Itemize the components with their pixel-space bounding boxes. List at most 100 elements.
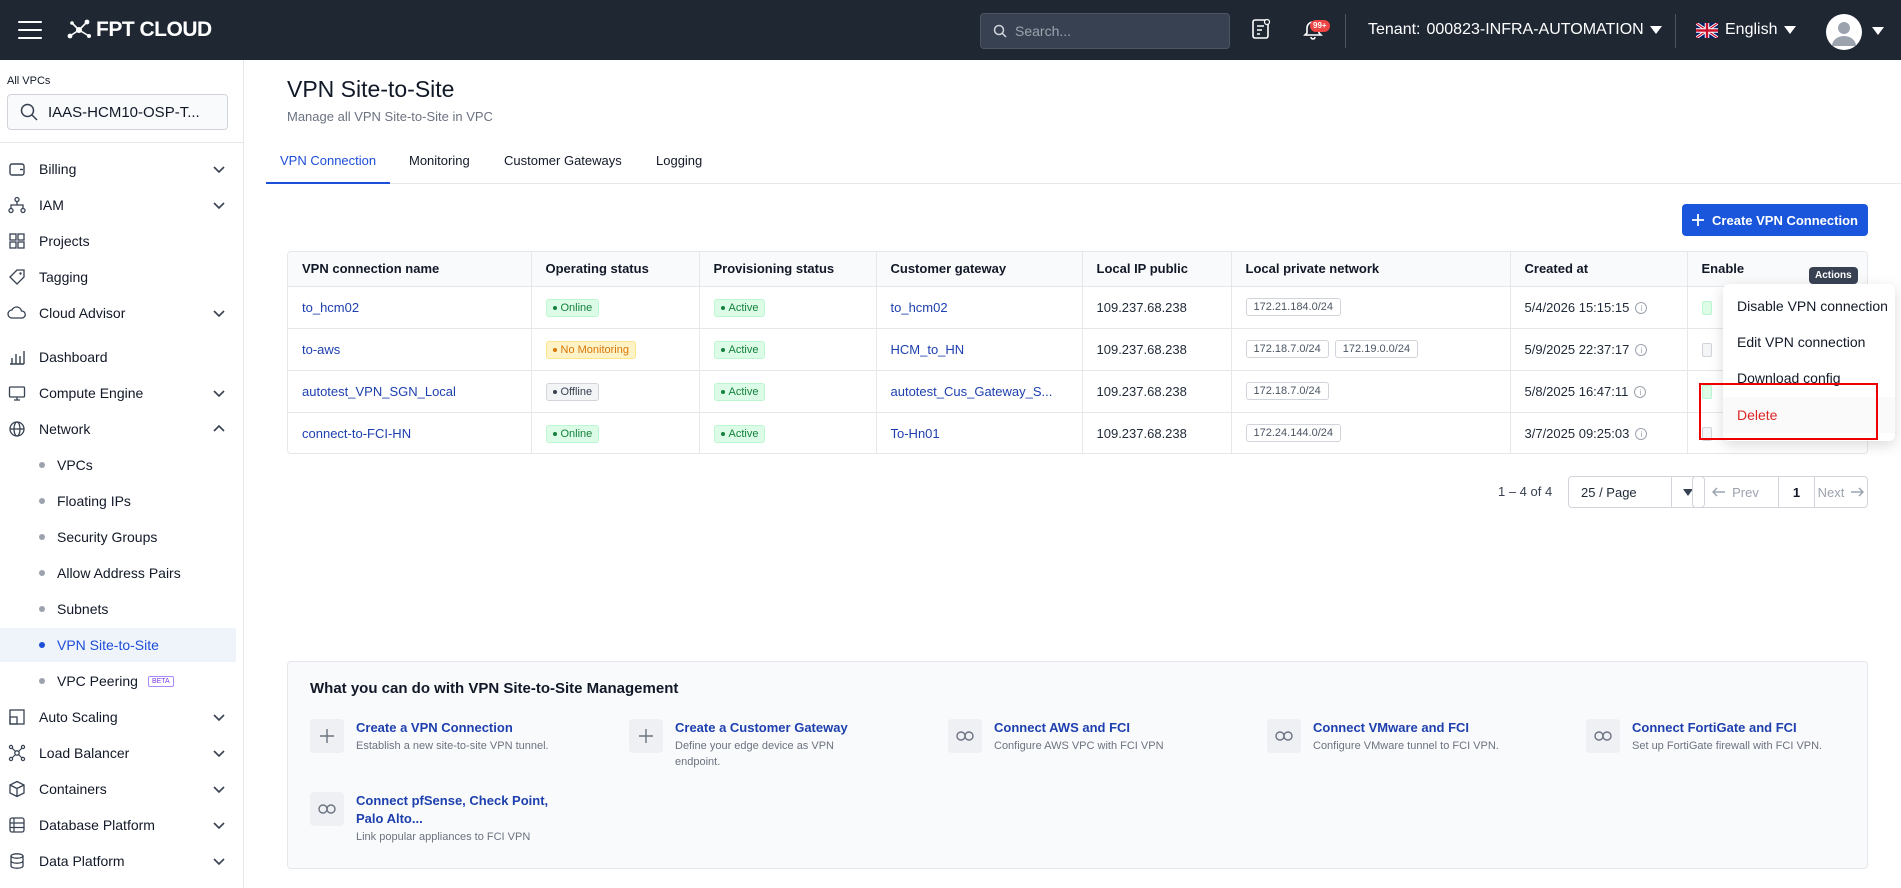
avatar[interactable] xyxy=(1826,14,1862,50)
tab-monitoring[interactable]: Monitoring xyxy=(409,153,470,168)
page-size-select[interactable]: 25 / Page xyxy=(1568,476,1705,508)
help-item-connect-aws[interactable]: Connect AWS and FCI Configure AWS VPC wit… xyxy=(948,719,1248,754)
prev-page-button[interactable]: Prev xyxy=(1693,477,1779,507)
column-header[interactable]: VPN connection name xyxy=(288,252,532,287)
tenant-selector[interactable]: Tenant: 000823-INFRA-AUTOMATION xyxy=(1368,21,1662,39)
connection-name-link[interactable]: to_hcm02 xyxy=(302,299,360,315)
sidebar-item-projects[interactable]: Projects xyxy=(0,224,236,258)
sidebar-item-containers[interactable]: Containers xyxy=(0,772,236,806)
help-item-title: Connect AWS and FCI xyxy=(994,720,1131,735)
operating-status-badge: Online xyxy=(545,298,600,317)
divider xyxy=(0,142,244,143)
sidebar-subitem-label: VPCs xyxy=(57,457,93,473)
column-header[interactable]: Created at xyxy=(1510,252,1688,287)
column-header[interactable]: Provisioning status xyxy=(699,252,877,287)
info-icon[interactable]: i xyxy=(1635,344,1648,357)
vpc-selector[interactable]: IAAS-HCM10-OSP-T... xyxy=(7,94,228,130)
tenant-value: 000823-INFRA-AUTOMATION xyxy=(1426,21,1644,38)
column-header[interactable]: Operating status xyxy=(531,252,700,287)
report-icon[interactable] xyxy=(1251,18,1271,40)
download-config-menu-item[interactable]: Download config xyxy=(1737,370,1841,386)
info-icon[interactable]: i xyxy=(1634,386,1647,399)
tab-customer-gateways[interactable]: Customer Gateways xyxy=(504,153,622,168)
customer-gateway-link[interactable]: to_hcm02 xyxy=(890,299,948,315)
enable-toggle[interactable] xyxy=(1701,300,1712,315)
enable-toggle[interactable] xyxy=(1701,342,1712,357)
caret-down-icon[interactable] xyxy=(1872,27,1884,35)
enable-toggle[interactable] xyxy=(1701,384,1712,399)
plus-icon xyxy=(1692,214,1705,226)
wallet-icon xyxy=(7,159,27,179)
disable-vpn-connection-menu-item[interactable]: Disable VPN connection xyxy=(1737,298,1888,314)
sidebar-item-database-platform[interactable]: Database Platform xyxy=(0,808,236,842)
tab-logging[interactable]: Logging xyxy=(656,153,703,168)
customer-gateway-link[interactable]: To-Hn01 xyxy=(890,425,940,441)
info-icon[interactable]: i xyxy=(1635,302,1648,315)
sidebar-item-load-balancer[interactable]: Load Balancer xyxy=(0,736,236,770)
sidebar-subitem-label: VPC Peering xyxy=(57,673,138,689)
sidebar-subitem-vpc-peering[interactable]: VPC Peering BETA xyxy=(0,664,236,698)
help-item-title: Connect VMware and FCI xyxy=(1313,720,1470,735)
vpn-connections-table: VPN connection name Operating status Pro… xyxy=(287,251,1868,454)
sidebar-item-billing[interactable]: Billing xyxy=(0,152,236,186)
next-page-button[interactable]: Next xyxy=(1815,485,1867,500)
customer-gateway-link[interactable]: HCM_to_HN xyxy=(890,341,965,357)
sidebar-item-iam[interactable]: IAM xyxy=(0,188,236,222)
sidebar-item-label: Containers xyxy=(39,781,107,797)
menu-icon[interactable] xyxy=(18,21,42,39)
sidebar-subitem-floating-ips[interactable]: Floating IPs xyxy=(0,484,236,518)
column-header[interactable]: Local IP public xyxy=(1082,252,1232,287)
column-header[interactable]: Enable xyxy=(1687,252,1867,287)
connection-name-link[interactable]: autotest_VPN_SGN_Local xyxy=(302,383,456,399)
sidebar-item-label: Dashboard xyxy=(39,349,108,365)
delete-menu-item[interactable]: Delete xyxy=(1723,397,1895,433)
sidebar-subitem-allow-address-pairs[interactable]: Allow Address Pairs xyxy=(0,556,236,590)
sidebar-subitem-vpcs[interactable]: VPCs xyxy=(0,448,236,482)
column-header[interactable]: Customer gateway xyxy=(876,252,1083,287)
chevron-down-icon xyxy=(213,166,225,174)
help-item-connect-vmware[interactable]: Connect VMware and FCI Configure VMware t… xyxy=(1267,719,1567,754)
column-header[interactable]: Local private network xyxy=(1231,252,1511,287)
language-selector[interactable]: English xyxy=(1696,21,1797,39)
connection-name-link[interactable]: connect-to-FCI-HN xyxy=(302,425,412,441)
network-tag: 172.18.7.0/24 xyxy=(1245,340,1329,358)
sidebar-subitem-vpn-site-to-site[interactable]: VPN Site-to-Site xyxy=(0,628,236,662)
help-item-title: Connect FortiGate and FCI xyxy=(1632,720,1797,735)
language-label: English xyxy=(1725,21,1778,38)
sidebar-item-auto-scaling[interactable]: Auto Scaling xyxy=(0,700,236,734)
connection-name-link[interactable]: to-aws xyxy=(302,341,341,357)
enable-toggle[interactable] xyxy=(1701,427,1712,442)
sidebar-item-tagging[interactable]: Tagging xyxy=(0,260,236,294)
created-at: 3/7/2025 09:25:03 xyxy=(1524,425,1630,441)
sidebar-item-network[interactable]: Network xyxy=(0,412,236,446)
provisioning-status-badge: Active xyxy=(713,382,766,401)
sidebar-subitem-security-groups[interactable]: Security Groups xyxy=(0,520,236,554)
help-item-create-vpn[interactable]: Create a VPN Connection Establish a new s… xyxy=(310,719,610,754)
sidebar-item-data-platform[interactable]: Data Platform xyxy=(0,844,236,878)
brand-logo[interactable]: FPT CLOUD xyxy=(66,18,212,42)
help-item-create-gateway[interactable]: Create a Customer Gateway Define your edg… xyxy=(629,719,869,770)
sidebar-subitem-subnets[interactable]: Subnets xyxy=(0,592,236,626)
divider xyxy=(1675,14,1676,48)
tab-vpn-connection[interactable]: VPN Connection xyxy=(266,148,391,184)
page-title: VPN Site-to-Site xyxy=(287,76,455,102)
help-item-connect-fortigate[interactable]: Connect FortiGate and FCI Set up FortiGat… xyxy=(1586,719,1856,754)
search-box[interactable] xyxy=(980,13,1230,49)
create-vpn-connection-button[interactable]: Create VPN Connection xyxy=(1682,204,1868,236)
search-input[interactable] xyxy=(1015,23,1215,39)
chevron-down-icon xyxy=(213,202,225,210)
bullet-icon xyxy=(39,570,45,576)
page-number-button[interactable]: 1 xyxy=(1779,477,1815,507)
sidebar-item-dashboard[interactable]: Dashboard xyxy=(0,340,236,374)
sidebar-item-cloud-advisor[interactable]: Cloud Advisor xyxy=(0,296,236,330)
table-header-row: VPN connection name Operating status Pro… xyxy=(288,252,1867,287)
info-icon[interactable]: i xyxy=(1635,428,1648,441)
customer-gateway-link[interactable]: autotest_Cus_Gateway_S... xyxy=(890,383,1053,399)
help-item-connect-pfsense[interactable]: Connect pfSense, Check Point, Palo Alto.… xyxy=(310,792,570,845)
logo-icon xyxy=(67,19,91,39)
edit-vpn-connection-menu-item[interactable]: Edit VPN connection xyxy=(1737,334,1866,350)
sidebar-item-compute-engine[interactable]: Compute Engine xyxy=(0,376,236,410)
plus-icon xyxy=(629,719,663,753)
user-icon xyxy=(1832,22,1856,46)
network-nodes-icon xyxy=(7,743,27,763)
